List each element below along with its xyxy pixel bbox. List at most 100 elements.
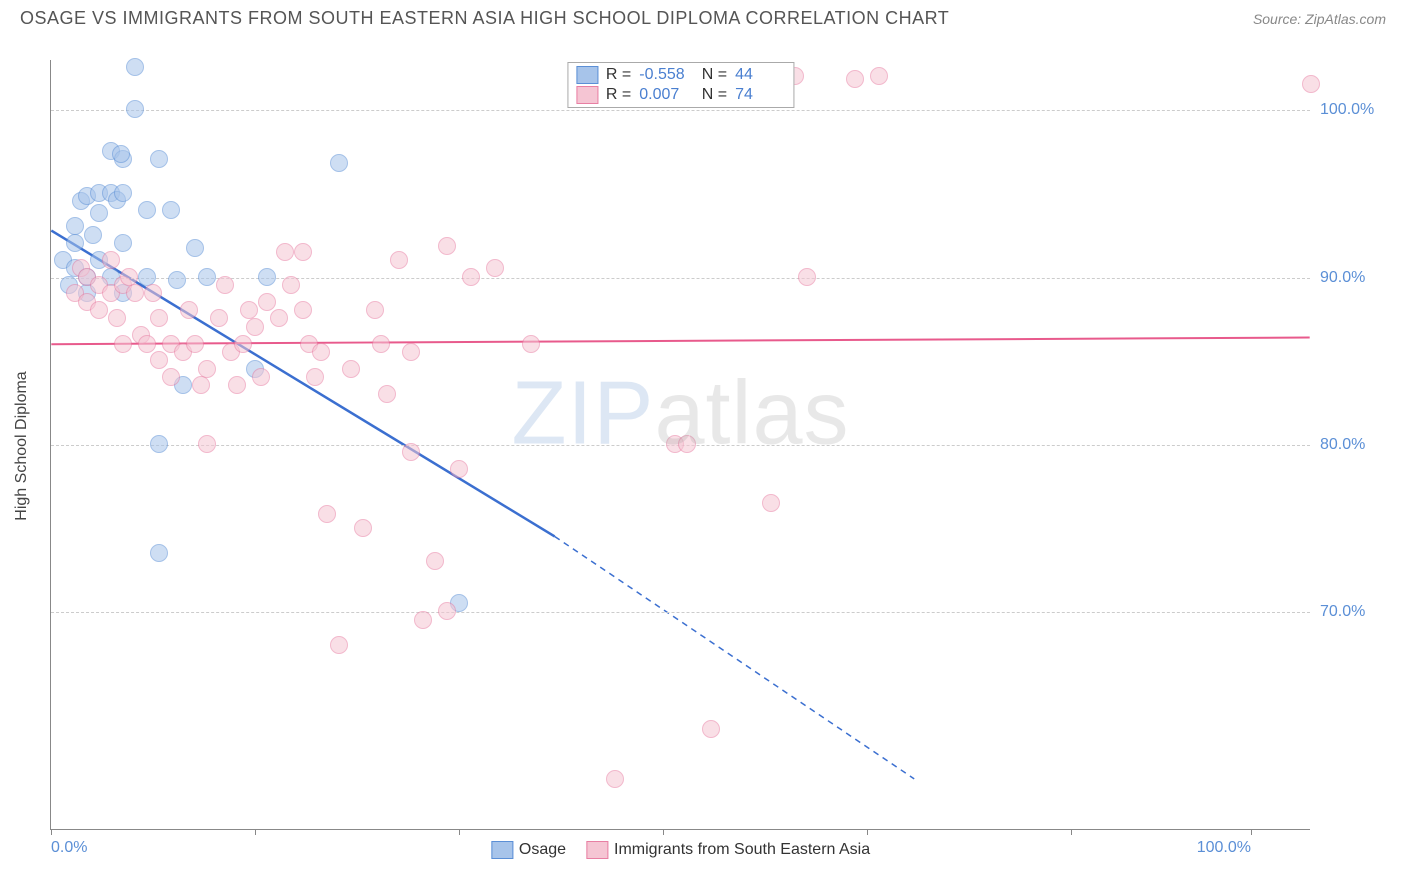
chart-plot-area: ZIPatlas R =-0.558 N =44R =0.007 N =74 O…: [50, 60, 1310, 830]
scatter-point: [372, 335, 390, 353]
legend-swatch: [576, 86, 598, 104]
x-tick: [663, 829, 664, 835]
scatter-point: [102, 251, 120, 269]
scatter-point: [198, 435, 216, 453]
scatter-point: [342, 360, 360, 378]
scatter-point: [330, 154, 348, 172]
legend-label: Immigrants from South Eastern Asia: [614, 841, 870, 859]
x-tick: [255, 829, 256, 835]
scatter-point: [120, 268, 138, 286]
scatter-point: [162, 201, 180, 219]
scatter-point: [138, 201, 156, 219]
scatter-point: [246, 318, 264, 336]
chart-title: OSAGE VS IMMIGRANTS FROM SOUTH EASTERN A…: [20, 8, 949, 29]
stat-r-value: -0.558: [639, 66, 689, 84]
x-tick: [1071, 829, 1072, 835]
scatter-point: [138, 335, 156, 353]
legend-item: Immigrants from South Eastern Asia: [586, 841, 870, 859]
scatter-point: [870, 67, 888, 85]
legend-swatch: [491, 841, 513, 859]
scatter-point: [150, 544, 168, 562]
scatter-point: [90, 204, 108, 222]
scatter-point: [228, 376, 246, 394]
stats-row: R =0.007 N =74: [576, 85, 785, 105]
scatter-point: [144, 284, 162, 302]
stats-legend-box: R =-0.558 N =44R =0.007 N =74: [567, 62, 794, 108]
scatter-point: [414, 611, 432, 629]
stats-row: R =-0.558 N =44: [576, 65, 785, 85]
scatter-point: [462, 268, 480, 286]
scatter-point: [126, 58, 144, 76]
scatter-point: [198, 268, 216, 286]
scatter-point: [312, 343, 330, 361]
y-tick-label: 100.0%: [1320, 101, 1390, 119]
scatter-point: [294, 301, 312, 319]
scatter-point: [402, 443, 420, 461]
gridline-horizontal: [51, 110, 1310, 111]
scatter-point: [150, 435, 168, 453]
x-tick: [1251, 829, 1252, 835]
scatter-point: [606, 770, 624, 788]
scatter-point: [282, 276, 300, 294]
scatter-point: [450, 460, 468, 478]
stat-r-label: R =: [606, 86, 631, 104]
scatter-point: [198, 360, 216, 378]
x-tick: [459, 829, 460, 835]
scatter-point: [150, 150, 168, 168]
scatter-point: [108, 309, 126, 327]
legend-swatch: [576, 66, 598, 84]
scatter-point: [114, 335, 132, 353]
scatter-point: [1302, 75, 1320, 93]
scatter-point: [234, 335, 252, 353]
stat-n-label: N =: [697, 66, 727, 84]
scatter-point: [114, 184, 132, 202]
scatter-point: [210, 309, 228, 327]
scatter-point: [762, 494, 780, 512]
scatter-point: [678, 435, 696, 453]
scatter-point: [846, 70, 864, 88]
y-axis-label: High School Diploma: [13, 371, 31, 520]
scatter-point: [126, 284, 144, 302]
scatter-point: [438, 237, 456, 255]
scatter-point: [186, 335, 204, 353]
stat-n-label: N =: [697, 86, 727, 104]
trendline-dashed: [555, 536, 915, 778]
scatter-point: [402, 343, 420, 361]
scatter-point: [354, 519, 372, 537]
scatter-point: [114, 234, 132, 252]
scatter-point: [522, 335, 540, 353]
x-tick: [867, 829, 868, 835]
source-label: Source: ZipAtlas.com: [1253, 11, 1386, 27]
scatter-point: [150, 351, 168, 369]
scatter-point: [168, 271, 186, 289]
scatter-point: [162, 368, 180, 386]
scatter-point: [306, 368, 324, 386]
scatter-point: [438, 602, 456, 620]
y-tick-label: 70.0%: [1320, 603, 1390, 621]
scatter-point: [150, 309, 168, 327]
scatter-point: [366, 301, 384, 319]
scatter-point: [486, 259, 504, 277]
scatter-point: [330, 636, 348, 654]
scatter-point: [186, 239, 204, 257]
stat-r-label: R =: [606, 66, 631, 84]
x-tick-label: 100.0%: [1197, 839, 1251, 857]
scatter-point: [240, 301, 258, 319]
legend-label: Osage: [519, 841, 566, 859]
x-tick: [51, 829, 52, 835]
scatter-point: [126, 100, 144, 118]
y-tick-label: 90.0%: [1320, 269, 1390, 287]
y-tick-label: 80.0%: [1320, 436, 1390, 454]
scatter-point: [258, 293, 276, 311]
scatter-point: [66, 217, 84, 235]
stat-r-value: 0.007: [639, 86, 689, 104]
scatter-point: [66, 234, 84, 252]
scatter-point: [702, 720, 720, 738]
legend-swatch: [586, 841, 608, 859]
scatter-point: [426, 552, 444, 570]
scatter-point: [112, 145, 130, 163]
gridline-horizontal: [51, 612, 1310, 613]
scatter-point: [84, 226, 102, 244]
scatter-point: [90, 301, 108, 319]
scatter-point: [378, 385, 396, 403]
